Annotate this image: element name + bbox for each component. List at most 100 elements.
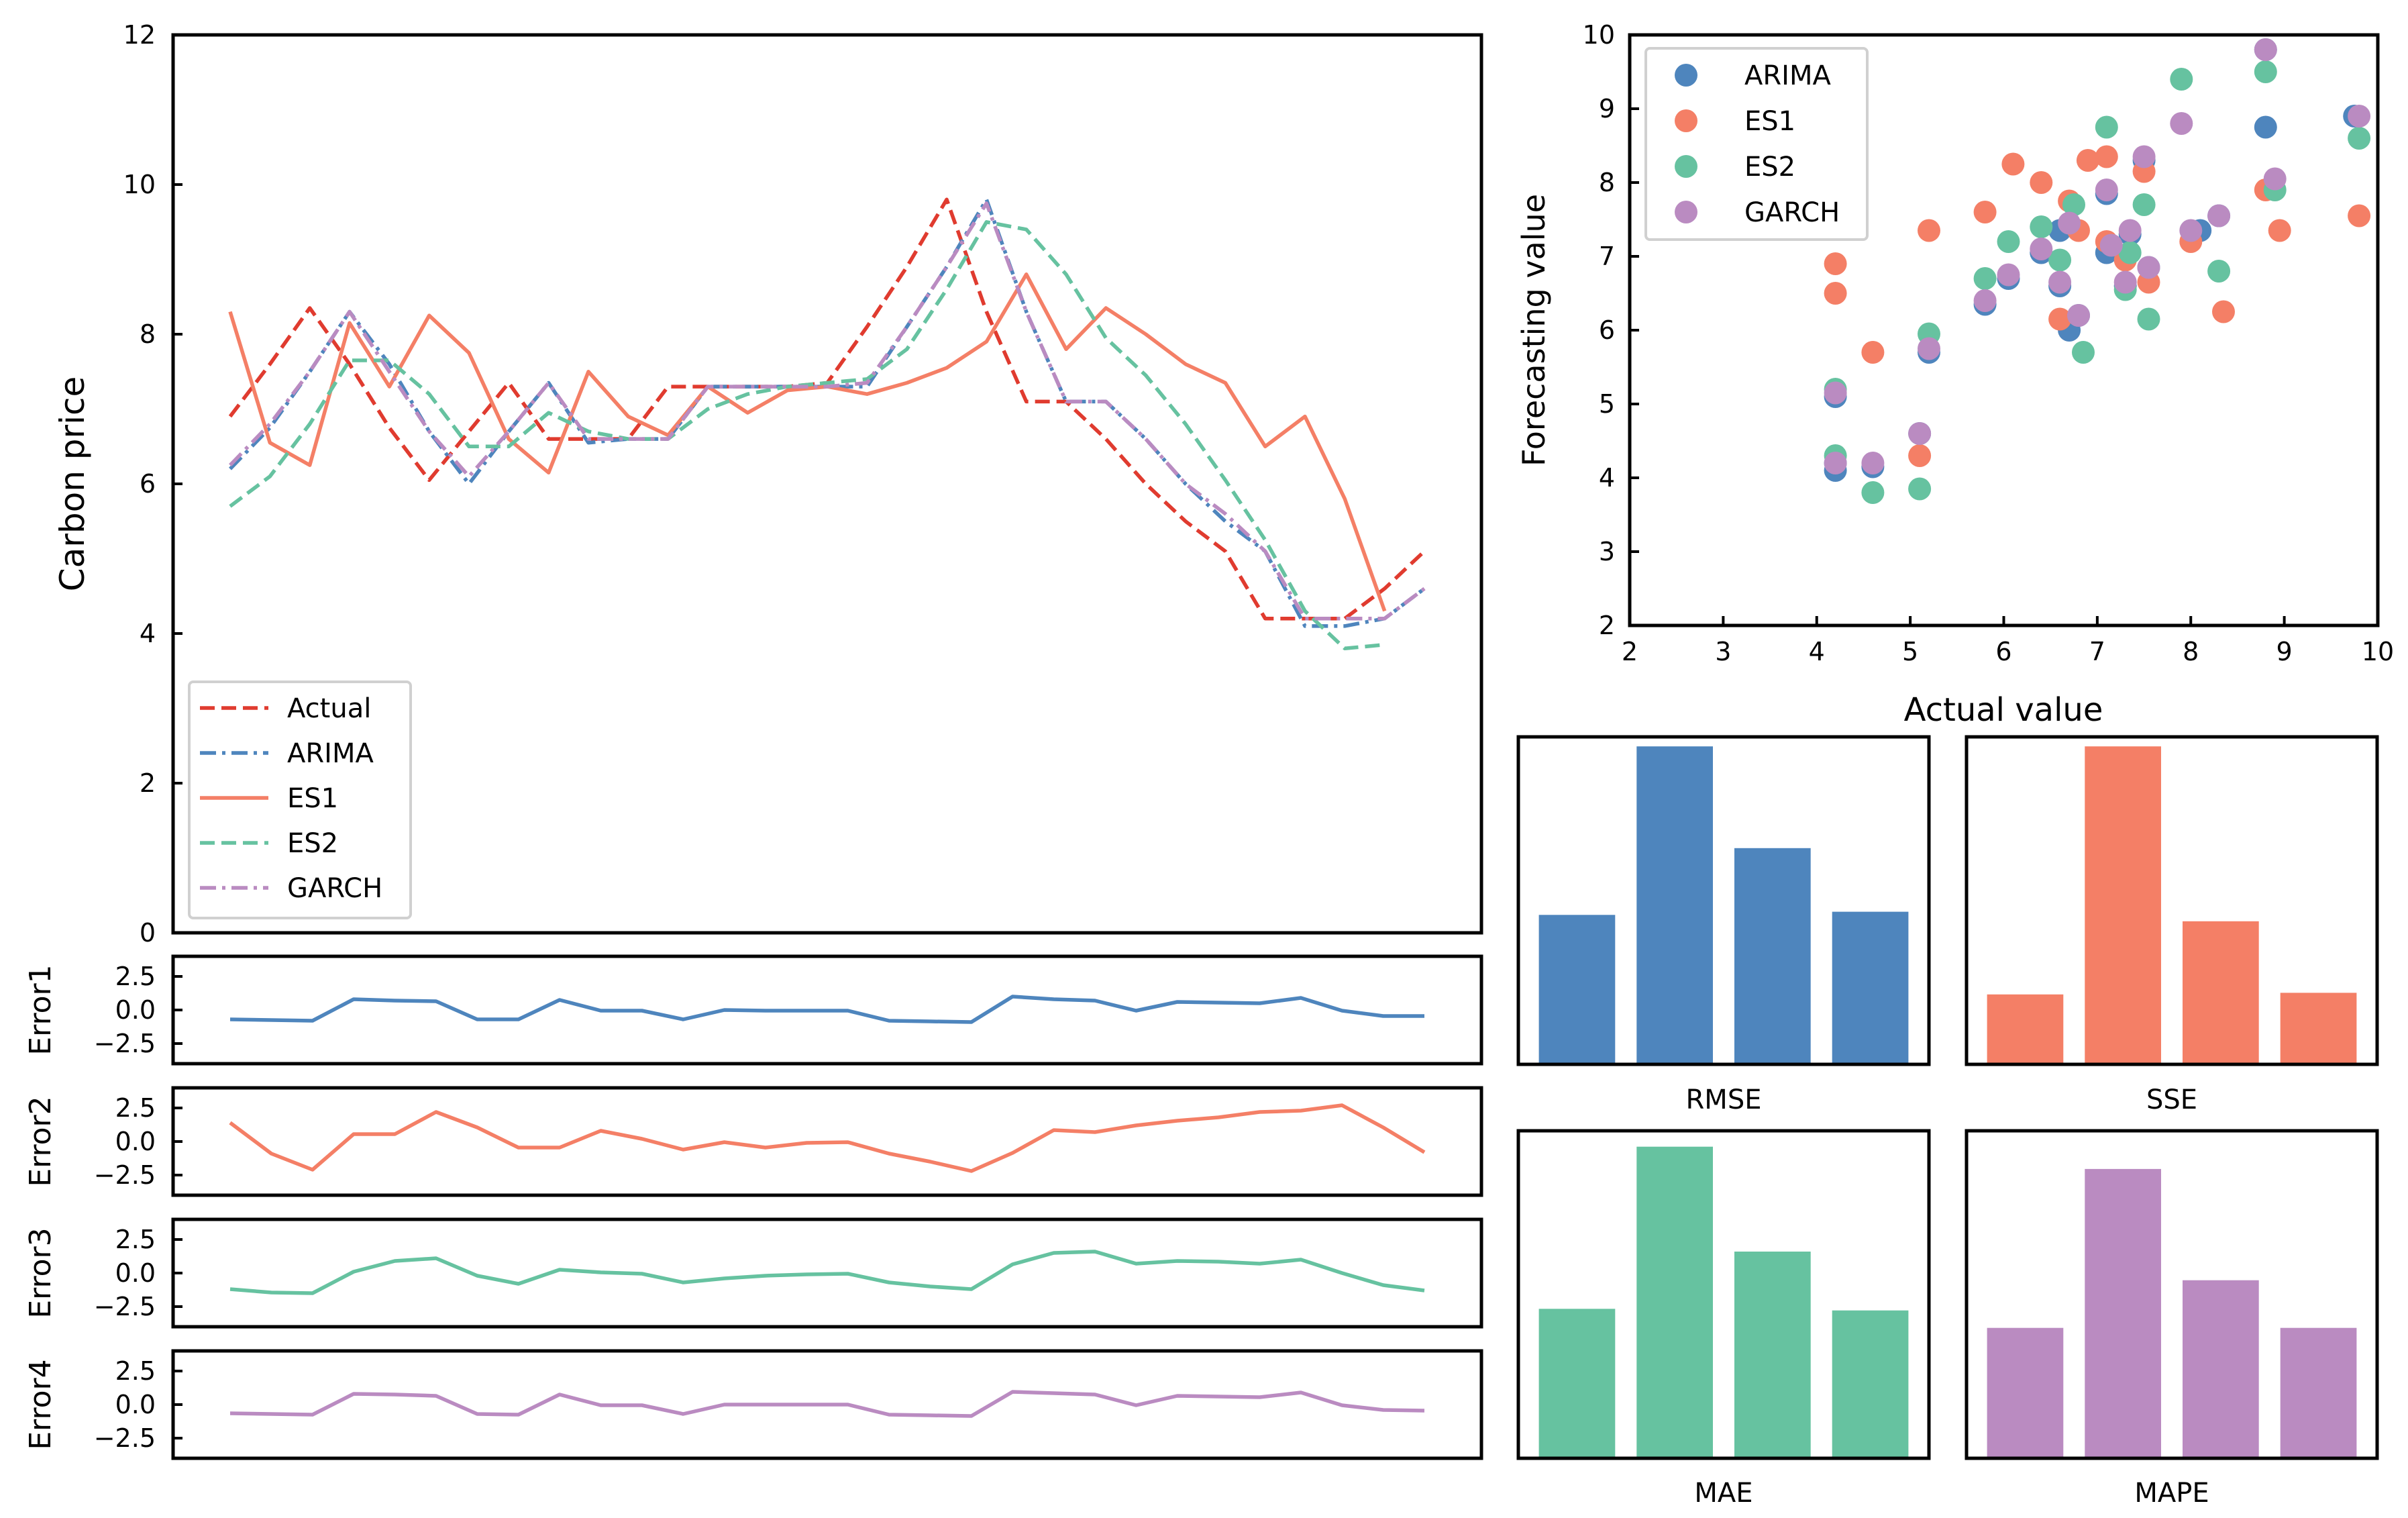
mape-bar-arima <box>1987 1327 2064 1458</box>
scatter-point-es1 <box>1973 201 1997 223</box>
scatter-point-es2 <box>2030 215 2053 238</box>
scatter-point-garch <box>2058 211 2081 235</box>
scatter-point-garch <box>2095 179 2118 201</box>
scatter-y-tick-label: 7 <box>1599 242 1615 271</box>
scatter-point-garch <box>2048 270 2072 294</box>
scatter-y-axis: 2 3 4 5 6 7 8 9 10 <box>1583 20 1639 640</box>
scatter-point-garch <box>2118 219 2142 242</box>
scatter-point-es2 <box>2254 60 2277 83</box>
scatter-point-es1 <box>1908 444 1932 467</box>
error2-chart: 2.5 0.0 −2.5 Error2 <box>23 1086 1483 1197</box>
scatter-point-es2 <box>1861 481 1885 504</box>
scatter-point-es2 <box>2062 193 2085 216</box>
mae-chart: MAE <box>1516 1129 1931 1509</box>
scatter-point-es1 <box>1824 252 1847 275</box>
scatter-plot-area <box>1824 38 2371 504</box>
scatter-point-es2 <box>2348 127 2371 150</box>
mape-bar-es2 <box>2183 1280 2259 1458</box>
error2-y-axis: 2.5 0.0 −2.5 <box>94 1093 182 1190</box>
price-legend-label-garch: GARCH <box>287 873 382 904</box>
error1-y-label: Error1 <box>23 964 58 1055</box>
scatter-point-es1 <box>2095 145 2118 168</box>
scatter-point-es1 <box>2001 152 2025 176</box>
mape-x-label: MAPE <box>2134 1478 2209 1509</box>
scatter-legend-label-es1: ES1 <box>1744 106 1795 137</box>
price-legend-box <box>188 680 412 919</box>
scatter-point-garch <box>1997 263 2020 287</box>
scatter-point-es1 <box>2076 149 2099 172</box>
scatter-point-es1 <box>2268 219 2291 242</box>
scatter-point-garch <box>1908 422 1932 445</box>
scatter-legend-label-arima: ARIMA <box>1744 60 1831 91</box>
scatter-point-garch <box>2263 167 2287 191</box>
price-y-tick-label: 12 <box>123 20 156 50</box>
price-y-tick-label: 8 <box>140 319 156 349</box>
scatter-point-es2 <box>2132 193 2156 216</box>
price-y-tick-label: 0 <box>140 918 156 948</box>
price-series-es1 <box>228 272 1387 612</box>
scatter-point-es1 <box>2030 171 2053 194</box>
rmse-bar-es1 <box>1636 746 1713 1064</box>
price-y-tick-label: 2 <box>140 768 156 798</box>
scatter-point-garch <box>2137 256 2160 279</box>
error4-y-tick-label: −2.5 <box>94 1423 156 1453</box>
scatter-point-garch <box>1824 452 1847 474</box>
scatter-legend-items: ARIMA ES1 ES2 GARCH <box>1675 60 1840 228</box>
mae-x-label: MAE <box>1694 1478 1752 1509</box>
scatter-point-es1 <box>2048 307 2072 331</box>
rmse-bar-arima <box>1538 915 1616 1064</box>
scatter-x-tick-label: 10 <box>2362 637 2394 666</box>
scatter-x-tick-label: 8 <box>2183 637 2199 666</box>
price-y-axis: 0 2 4 6 8 10 12 <box>123 20 182 948</box>
scatter-y-tick-label: 8 <box>1599 168 1615 197</box>
error3-series-error3 <box>229 1250 1425 1295</box>
error3-y-tick-label: 0.0 <box>115 1258 156 1288</box>
error3-y-axis: 2.5 0.0 −2.5 <box>94 1225 182 1321</box>
error3-chart: 2.5 0.0 −2.5 Error3 <box>23 1217 1483 1329</box>
mae-bar-garch <box>1832 1310 1909 1458</box>
error2-y-tick-label: −2.5 <box>94 1160 156 1190</box>
price-y-tick-label: 4 <box>140 619 156 648</box>
mape-chart: MAPE <box>1965 1129 2379 1509</box>
mae-bar-es1 <box>1636 1146 1713 1458</box>
sse-bar-arima <box>1987 994 2064 1064</box>
scatter-point-es2 <box>2118 241 2142 264</box>
price-series-actual <box>228 197 1426 621</box>
error4-y-tick-label: 0.0 <box>115 1390 156 1419</box>
price-y-tick-label: 6 <box>140 469 156 499</box>
error4-y-label: Error4 <box>23 1359 58 1450</box>
error4-y-axis: 2.5 0.0 −2.5 <box>94 1356 182 1453</box>
mape-frame <box>1965 1129 2379 1460</box>
error1-y-tick-label: −2.5 <box>94 1029 156 1058</box>
scatter-x-tick-label: 5 <box>1902 637 1918 666</box>
error3-y-tick-label: 2.5 <box>115 1225 156 1254</box>
scatter-point-garch <box>2099 234 2123 257</box>
error2-series-error2 <box>229 1103 1426 1173</box>
scatter-legend-box <box>1644 47 1869 241</box>
price-chart: 0 2 4 6 8 10 12 Carbon price Actual ARIMA ES1 ES2… <box>53 20 1483 948</box>
scatter-point-arima <box>2254 115 2277 139</box>
error4-series-error4 <box>229 1390 1425 1418</box>
error2-y-label: Error2 <box>23 1096 58 1186</box>
error1-series-error1 <box>229 995 1424 1024</box>
scatter-chart: 2 3 4 5 6 7 8 9 10 2 3 4 5 6 7 8 9 10 Actual value Forec… <box>1516 20 2394 729</box>
scatter-x-tick-label: 4 <box>1809 637 1825 666</box>
scatter-point-garch <box>2179 219 2203 242</box>
scatter-x-axis: 2 3 4 5 6 7 8 9 10 <box>1622 616 2394 666</box>
price-legend-label-es2: ES2 <box>287 828 338 859</box>
price-series-garch <box>229 201 1426 621</box>
scatter-y-tick-label: 3 <box>1599 537 1615 566</box>
error1-plot-area <box>229 995 1424 1024</box>
scatter-x-label: Actual value <box>1904 691 2103 729</box>
price-plot-area <box>228 197 1426 651</box>
rmse-bar-garch <box>1832 911 1909 1064</box>
error2-y-tick-label: 2.5 <box>115 1093 156 1123</box>
scatter-point-es2 <box>2048 248 2072 272</box>
scatter-legend-swatch-es2 <box>1675 155 1697 178</box>
scatter-y-label: Forecasting value <box>1516 194 1552 466</box>
price-y-tick-label: 10 <box>123 170 156 199</box>
scatter-point-es1 <box>1824 282 1847 305</box>
scatter-x-tick-label: 6 <box>1995 637 2011 666</box>
scatter-point-garch <box>2170 112 2193 135</box>
